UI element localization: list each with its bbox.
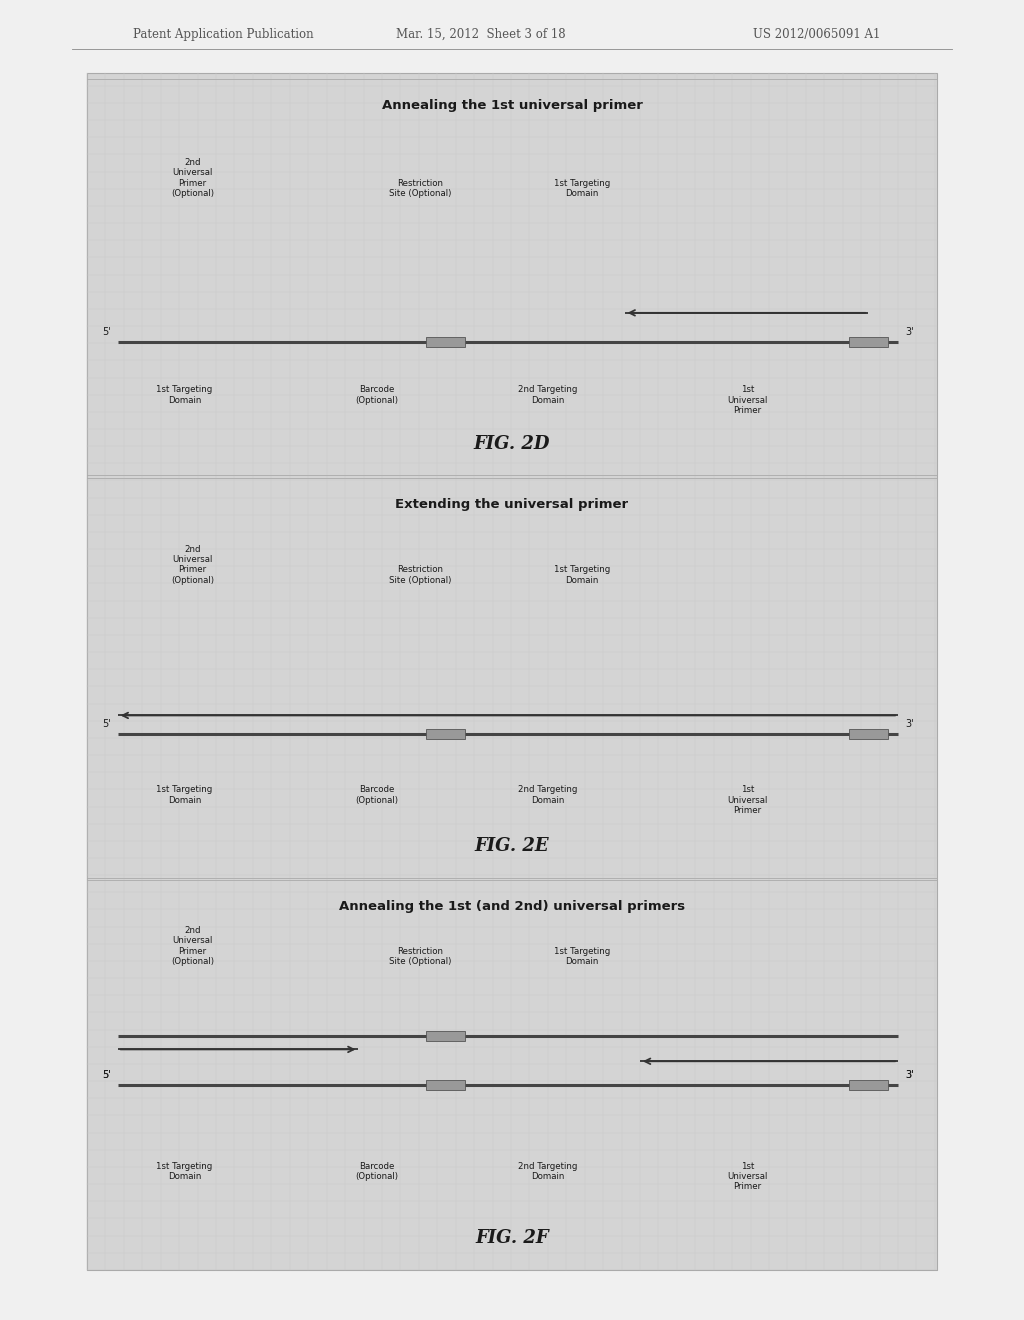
Text: 5': 5': [101, 326, 111, 337]
Text: US 2012/0065091 A1: US 2012/0065091 A1: [754, 28, 881, 41]
Text: Restriction
Site (Optional): Restriction Site (Optional): [389, 178, 451, 198]
Text: 1st Targeting
Domain: 1st Targeting Domain: [157, 785, 212, 805]
Bar: [426, 337, 465, 347]
Text: 1st Targeting
Domain: 1st Targeting Domain: [157, 385, 212, 405]
Text: 1st
Universal
Primer: 1st Universal Primer: [727, 385, 768, 416]
Text: 2nd
Universal
Primer
(Optional): 2nd Universal Primer (Optional): [171, 545, 214, 585]
Text: 5': 5': [101, 1069, 111, 1080]
Text: Barcode
(Optional): Barcode (Optional): [355, 385, 398, 405]
Text: 3': 3': [905, 326, 913, 337]
Text: 2nd
Universal
Primer
(Optional): 2nd Universal Primer (Optional): [171, 927, 214, 966]
Bar: [426, 1080, 465, 1090]
Text: Mar. 15, 2012  Sheet 3 of 18: Mar. 15, 2012 Sheet 3 of 18: [396, 28, 566, 41]
Text: 1st Targeting
Domain: 1st Targeting Domain: [157, 1162, 212, 1181]
Text: 2nd
Universal
Primer
(Optional): 2nd Universal Primer (Optional): [171, 158, 214, 198]
Text: FIG. 2D: FIG. 2D: [474, 434, 550, 453]
Text: 5': 5': [101, 1069, 111, 1080]
Bar: [426, 729, 465, 739]
Text: 1st Targeting
Domain: 1st Targeting Domain: [554, 946, 609, 966]
Text: 1st Targeting
Domain: 1st Targeting Domain: [554, 178, 609, 198]
Text: Barcode
(Optional): Barcode (Optional): [355, 785, 398, 805]
Text: FIG. 2E: FIG. 2E: [475, 837, 549, 855]
Bar: [87, 73, 937, 1270]
Text: 5': 5': [101, 718, 111, 729]
Text: 2nd Targeting
Domain: 2nd Targeting Domain: [518, 1162, 578, 1181]
Text: Patent Application Publication: Patent Application Publication: [133, 28, 313, 41]
Bar: [849, 729, 888, 739]
Text: Annealing the 1st (and 2nd) universal primers: Annealing the 1st (and 2nd) universal pr…: [339, 900, 685, 913]
Text: 1st
Universal
Primer: 1st Universal Primer: [727, 785, 768, 816]
Text: Barcode
(Optional): Barcode (Optional): [355, 1162, 398, 1181]
Text: Annealing the 1st universal primer: Annealing the 1st universal primer: [382, 99, 642, 112]
Text: 2nd Targeting
Domain: 2nd Targeting Domain: [518, 385, 578, 405]
Bar: [849, 1080, 888, 1090]
Text: 1st Targeting
Domain: 1st Targeting Domain: [554, 565, 609, 585]
Text: 3': 3': [905, 1069, 913, 1080]
Text: Extending the universal primer: Extending the universal primer: [395, 498, 629, 511]
Text: 3': 3': [905, 718, 913, 729]
Bar: [849, 337, 888, 347]
Text: Restriction
Site (Optional): Restriction Site (Optional): [389, 565, 451, 585]
Text: FIG. 2F: FIG. 2F: [475, 1229, 549, 1247]
Text: 3': 3': [905, 1069, 913, 1080]
Text: 1st
Universal
Primer: 1st Universal Primer: [727, 1162, 768, 1192]
Text: 2nd Targeting
Domain: 2nd Targeting Domain: [518, 785, 578, 805]
Bar: [426, 1031, 465, 1041]
Text: Restriction
Site (Optional): Restriction Site (Optional): [389, 946, 451, 966]
